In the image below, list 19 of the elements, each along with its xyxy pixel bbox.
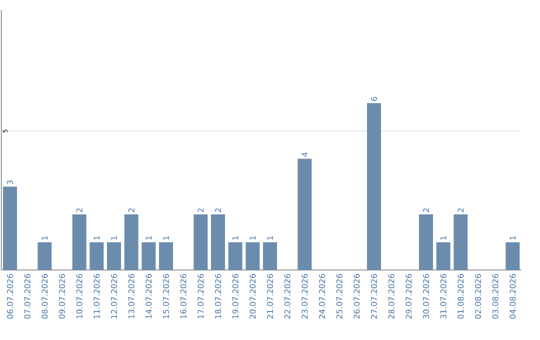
bar — [298, 158, 312, 270]
bar — [72, 214, 86, 270]
bar — [38, 242, 52, 270]
bar — [367, 103, 382, 270]
bar — [107, 242, 121, 270]
bar — [436, 242, 450, 270]
bar — [506, 242, 520, 270]
bar — [90, 242, 104, 270]
bar — [246, 242, 260, 270]
bar — [263, 242, 277, 270]
bar — [454, 214, 468, 270]
bar — [3, 186, 17, 270]
bar — [419, 214, 434, 270]
bar — [228, 242, 242, 270]
bar — [211, 214, 225, 270]
bar — [194, 214, 208, 270]
bar — [159, 242, 173, 270]
bar — [142, 242, 156, 270]
bar — [124, 214, 138, 270]
